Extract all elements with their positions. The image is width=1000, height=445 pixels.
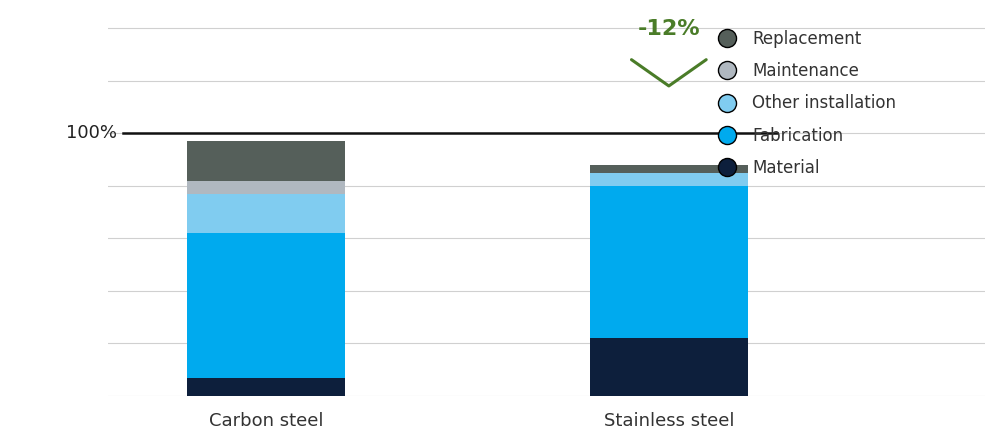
Text: 100%: 100%	[66, 124, 117, 142]
Bar	[590, 338, 748, 396]
Bar	[590, 165, 748, 173]
Bar	[187, 141, 345, 181]
Bar	[187, 233, 345, 378]
Bar	[590, 173, 748, 186]
Text: -12%: -12%	[638, 19, 700, 39]
Bar	[590, 186, 748, 338]
Bar	[187, 194, 345, 233]
Bar	[187, 181, 345, 194]
Legend: Replacement, Maintenance, Other installation, Fabrication, Material: Replacement, Maintenance, Other installa…	[704, 23, 903, 183]
Bar	[187, 378, 345, 396]
